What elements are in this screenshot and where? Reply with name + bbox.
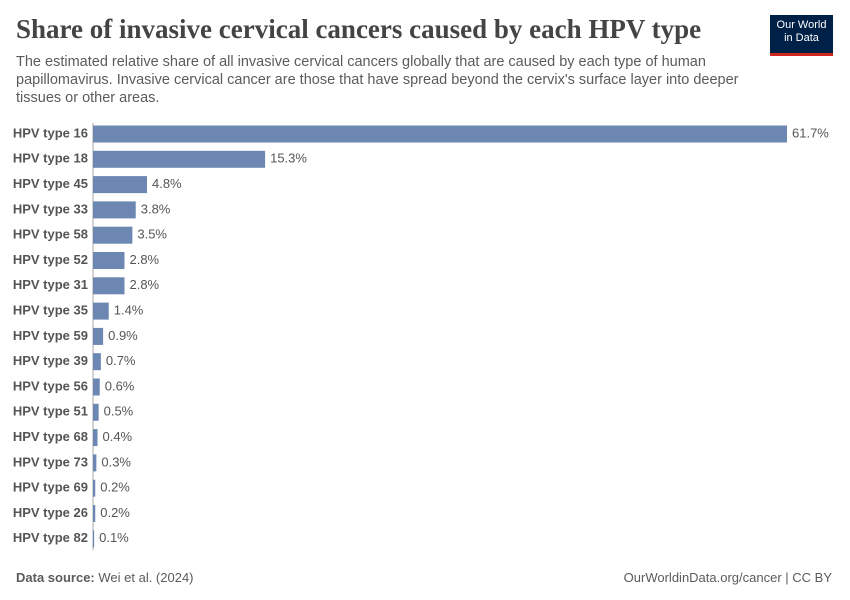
data-label: 0.1%: [99, 530, 129, 545]
bar: [93, 505, 96, 522]
bar: [93, 150, 266, 168]
data-label: 0.5%: [104, 404, 134, 419]
bar: [93, 327, 104, 345]
logo-line: Our World: [776, 19, 827, 31]
data-label: 0.9%: [108, 328, 138, 343]
bar: [93, 302, 109, 320]
data-label: 3.8%: [141, 201, 171, 216]
y-tick-label: HPV type 52: [13, 252, 88, 267]
bar: [93, 176, 147, 194]
bar: [93, 429, 98, 447]
y-tick-label: HPV type 16: [13, 125, 88, 140]
logo[interactable]: Our World in Data: [770, 15, 833, 56]
y-tick-label: HPV type 35: [13, 303, 88, 318]
data-label: 2.8%: [129, 277, 159, 292]
chart: HPV type 16 61.7% HPV type 18 15.3% HPV type…: [13, 123, 829, 550]
data-label: 1.4%: [114, 303, 144, 318]
y-tick-label: HPV type 18: [13, 151, 88, 166]
data-label: 4.8%: [152, 176, 182, 191]
source-url[interactable]: OurWorldinData.org/cancer | CC BY: [623, 570, 832, 585]
bar: [93, 378, 100, 396]
bar: [93, 530, 95, 548]
bar: [93, 277, 125, 295]
source-label: Data source:: [16, 570, 95, 585]
data-label: 0.4%: [102, 429, 132, 444]
bar: [93, 226, 133, 244]
y-tick-label: HPV type 26: [13, 505, 88, 520]
y-tick-label: HPV type 58: [13, 227, 88, 242]
data-label: 0.6%: [105, 378, 135, 393]
y-tick-label: HPV type 39: [13, 353, 88, 368]
chart-subtitle: The estimated relative share of all inva…: [16, 54, 739, 106]
data-label: 15.3%: [270, 151, 307, 166]
y-tick-label: HPV type 59: [13, 328, 88, 343]
bar: [93, 479, 96, 497]
logo-line: in Data: [784, 32, 819, 44]
data-label: 0.2%: [100, 480, 130, 495]
source: Data source: Wei et al. (2024): [16, 570, 194, 585]
bar: [93, 353, 101, 371]
y-tick-label: HPV type 33: [13, 201, 88, 216]
bar: [93, 403, 99, 421]
bar: [93, 201, 136, 219]
y-tick-label: HPV type 69: [13, 480, 88, 495]
data-label: 2.8%: [129, 252, 159, 267]
source-text: Wei et al. (2024): [98, 570, 194, 585]
data-label: 0.3%: [101, 454, 131, 469]
y-tick-label: HPV type 45: [13, 176, 88, 191]
data-label: 0.2%: [100, 505, 130, 520]
bar: [93, 125, 787, 143]
chart-title: Share of invasive cervical cancers cause…: [16, 14, 702, 44]
bar: [93, 454, 97, 472]
y-tick-label: HPV type 56: [13, 378, 88, 393]
y-tick-label: HPV type 82: [13, 530, 88, 545]
y-tick-label: HPV type 73: [13, 454, 88, 469]
bar: [93, 252, 125, 269]
data-label: 3.5%: [137, 227, 167, 242]
y-tick-label: HPV type 31: [13, 277, 88, 292]
data-label: 0.7%: [106, 353, 136, 368]
data-label: 61.7%: [792, 125, 829, 140]
y-tick-label: HPV type 51: [13, 404, 88, 419]
y-tick-label: HPV type 68: [13, 429, 88, 444]
